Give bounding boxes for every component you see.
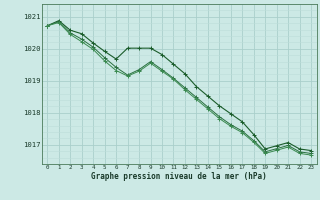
X-axis label: Graphe pression niveau de la mer (hPa): Graphe pression niveau de la mer (hPa) bbox=[91, 172, 267, 181]
